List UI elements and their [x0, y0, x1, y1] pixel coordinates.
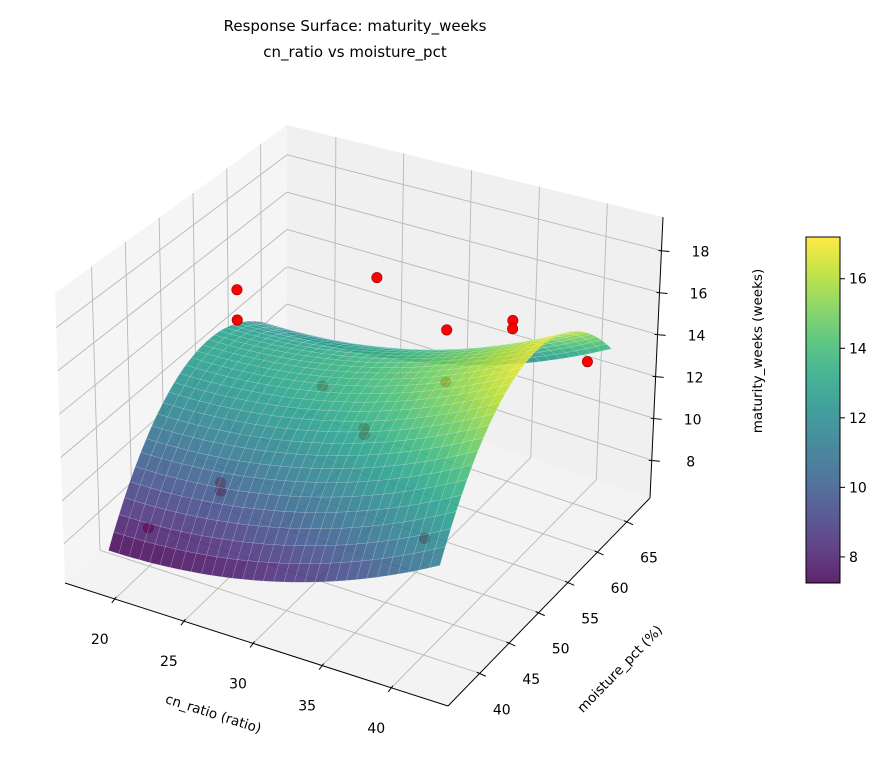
y-axis-line [447, 497, 651, 707]
y-tick [594, 550, 604, 556]
x-tick-label: 30 [229, 676, 247, 692]
left-grid-y [124, 242, 133, 520]
z-tick [656, 291, 668, 294]
x-tick [180, 618, 186, 626]
back-grid-x [530, 186, 540, 458]
y-axis-label: moisture_pct (%) [574, 622, 666, 716]
x-tick-label: 40 [367, 721, 385, 737]
data-point [441, 324, 453, 336]
left-grid-z [55, 154, 288, 328]
x-axis-line [64, 582, 449, 707]
x-tick-label: 35 [298, 699, 316, 715]
surface-patch [533, 339, 550, 347]
z-tick-label: 10 [684, 412, 702, 428]
z-tick [652, 375, 664, 378]
y-tick-label: 50 [552, 642, 570, 658]
x-tick [387, 685, 394, 693]
y-tick [535, 611, 545, 617]
surface-patch [570, 331, 587, 336]
z-tick [648, 459, 660, 462]
surface-patch [590, 339, 608, 347]
colorbar-frame [805, 236, 841, 584]
colorbar-gradient [806, 237, 840, 583]
x-tick [318, 663, 325, 670]
left-grid-z [60, 266, 288, 458]
surface-patch [565, 330, 582, 335]
chart-title-line2: cn_ratio vs moisture_pct [263, 43, 447, 62]
x-axis-label: cn_ratio (ratio) [163, 691, 263, 737]
y-tick [564, 580, 575, 586]
back-grid-z [286, 229, 658, 335]
data-point [371, 272, 383, 284]
surface-patch [511, 360, 529, 371]
colorbar: 8 10 12 14 16 [805, 236, 867, 584]
back-grid-z [286, 154, 662, 251]
colorbar-tick-label: 10 [849, 480, 867, 496]
z-tick [650, 417, 662, 420]
floor-grid-x [390, 479, 597, 689]
x-tick [111, 596, 117, 604]
colorbar-tick-label: 8 [849, 550, 858, 566]
left-pane [55, 125, 287, 583]
y-tick [476, 671, 487, 677]
surface-patch [580, 334, 598, 340]
back-grid-z [286, 266, 656, 377]
data-point [231, 314, 243, 326]
z-tick-label: 8 [686, 454, 695, 470]
axes: 20 25 30 35 40 40 45 50 55 60 65 8 10 12 14 16 18 [64, 216, 710, 737]
z-tick [658, 250, 670, 253]
surface-patch [445, 494, 463, 515]
colorbar-tick-label: 12 [849, 411, 867, 427]
y-tick [623, 520, 634, 526]
z-tick-label: 14 [688, 328, 706, 344]
y-tick-label: 40 [493, 702, 511, 718]
surface-patch [585, 336, 603, 343]
z-axis-label: maturity_weeks (weeks) [750, 269, 766, 433]
floor-grid-y [99, 549, 480, 674]
chart-title-line1: Response Surface: maturity_weeks [224, 17, 487, 36]
y-tick-label: 60 [611, 581, 629, 597]
y-tick-label: 45 [522, 672, 540, 688]
left-grid-z [57, 191, 288, 372]
x-tick-label: 20 [91, 632, 109, 648]
colorbar-tick-label: 14 [849, 341, 867, 357]
z-axis-line [649, 216, 664, 499]
points-above-surface [231, 272, 519, 336]
x-tick [249, 641, 255, 648]
surface-patch [574, 332, 593, 338]
data-point [231, 284, 243, 296]
z-tick-label: 18 [692, 245, 710, 261]
back-grid-z [286, 191, 660, 293]
y-tick-label: 55 [581, 611, 599, 627]
x-tick-label: 25 [160, 654, 178, 670]
surface-patch [505, 366, 523, 379]
left-grid-y [91, 266, 101, 551]
left-grid-z [58, 229, 288, 415]
data-point [581, 356, 593, 368]
z-tick-label: 16 [690, 286, 708, 302]
y-tick-label: 65 [640, 551, 658, 567]
z-tick-label: 12 [686, 370, 704, 386]
z-tick [654, 333, 666, 336]
y-tick [506, 641, 516, 647]
response-surface [108, 320, 612, 583]
colorbar-tick-label: 16 [849, 272, 867, 288]
data-point [507, 323, 519, 335]
